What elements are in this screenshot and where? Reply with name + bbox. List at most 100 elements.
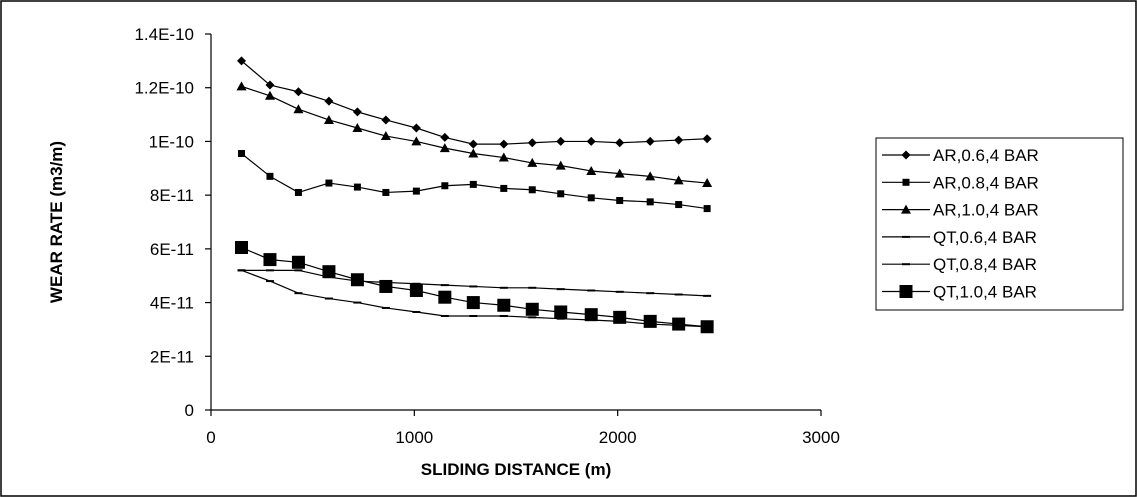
diamond-marker bbox=[556, 136, 566, 146]
triangle-marker bbox=[498, 152, 509, 162]
legend-item: AR,0.6,4 BAR bbox=[882, 146, 1039, 165]
diamond-marker bbox=[411, 123, 421, 133]
big-square-marker bbox=[438, 290, 452, 304]
square-marker bbox=[412, 187, 420, 195]
y-tick-label: 1E-10 bbox=[149, 132, 194, 151]
series-6 bbox=[235, 241, 714, 334]
legend-label: AR,0.6,4 BAR bbox=[933, 146, 1039, 165]
triangle-marker bbox=[614, 168, 625, 178]
big-square-marker bbox=[700, 320, 714, 334]
big-square-marker bbox=[291, 255, 305, 269]
triangle-marker bbox=[702, 178, 713, 188]
big-square-marker bbox=[235, 241, 248, 255]
square-marker bbox=[557, 190, 565, 198]
legend-label: QT,1.0,4 BAR bbox=[933, 283, 1037, 302]
triangle-marker bbox=[901, 204, 911, 214]
diamond-marker bbox=[468, 139, 478, 149]
legend-item: AR,0.8,4 BAR bbox=[882, 173, 1039, 192]
x-tick-label: 1000 bbox=[395, 428, 433, 447]
x-tick-label: 3000 bbox=[802, 428, 840, 447]
triangle-marker bbox=[264, 90, 275, 100]
legend-label: AR,0.8,4 BAR bbox=[933, 173, 1039, 192]
big-square-marker bbox=[554, 305, 568, 319]
triangle-marker bbox=[293, 104, 304, 114]
x-tick-label: 0 bbox=[206, 428, 215, 447]
diamond-marker bbox=[237, 56, 246, 66]
series-2 bbox=[238, 150, 711, 213]
diamond-marker bbox=[324, 96, 334, 106]
triangle-marker bbox=[380, 131, 391, 141]
square-marker bbox=[675, 201, 683, 209]
triangle-marker bbox=[411, 136, 422, 146]
x-ticks: 0 1000 2000 3000 bbox=[206, 410, 840, 447]
square-marker bbox=[500, 184, 508, 192]
y-tick-label: 6E-11 bbox=[150, 240, 194, 259]
legend-item: AR,1.0,4 BAR bbox=[882, 201, 1039, 220]
big-square-marker bbox=[409, 283, 423, 297]
legend-label: QT,0.8,4 BAR bbox=[933, 255, 1037, 274]
diamond-marker bbox=[381, 115, 391, 125]
big-square-marker bbox=[899, 285, 913, 298]
axes bbox=[210, 34, 821, 411]
big-square-marker bbox=[584, 308, 598, 322]
big-square-marker bbox=[379, 279, 393, 293]
square-marker bbox=[294, 188, 302, 196]
diamond-marker bbox=[440, 132, 450, 142]
big-square-marker bbox=[263, 253, 277, 267]
square-marker bbox=[353, 183, 361, 191]
square-marker bbox=[441, 182, 449, 190]
triangle-marker bbox=[527, 157, 538, 167]
triangle-marker bbox=[673, 175, 684, 185]
legend-item: QT,0.6,4 BAR bbox=[882, 228, 1037, 247]
legend: AR,0.6,4 BAR AR,0.8,4 BAR AR,1.0,4 BAR QT,0… bbox=[875, 137, 1124, 311]
square-marker bbox=[469, 180, 477, 188]
y-tick-label: 8E-11 bbox=[150, 186, 194, 205]
triangle-marker bbox=[323, 114, 334, 124]
big-square-marker bbox=[466, 296, 480, 310]
square-marker bbox=[616, 197, 624, 205]
square-marker bbox=[902, 178, 910, 186]
diamond-marker bbox=[615, 138, 625, 148]
square-marker bbox=[646, 198, 654, 206]
big-square-marker bbox=[613, 310, 627, 324]
triangle-marker bbox=[439, 143, 450, 153]
diamond-marker bbox=[527, 138, 537, 148]
diamond-marker bbox=[293, 87, 303, 97]
triangle-marker bbox=[586, 165, 597, 175]
diamond-marker bbox=[702, 134, 712, 144]
diamond-marker bbox=[645, 136, 655, 146]
big-square-marker bbox=[350, 273, 364, 287]
triangle-marker bbox=[236, 81, 247, 91]
big-square-marker bbox=[525, 302, 539, 316]
triangle-marker bbox=[645, 171, 656, 181]
legend-item: QT,1.0,4 BAR bbox=[882, 283, 1037, 302]
triangle-marker bbox=[352, 123, 363, 132]
y-axis-title: WEAR RATE (m3/m) bbox=[47, 141, 66, 303]
square-marker bbox=[587, 194, 595, 202]
square-marker bbox=[325, 179, 333, 187]
square-marker bbox=[266, 172, 274, 180]
series-1 bbox=[237, 56, 712, 149]
diamond-marker bbox=[901, 150, 911, 160]
diamond-marker bbox=[499, 139, 509, 149]
big-square-marker bbox=[643, 314, 657, 328]
diamond-marker bbox=[352, 107, 362, 117]
big-square-marker bbox=[322, 265, 336, 279]
diamond-marker bbox=[674, 135, 684, 145]
legend-item: QT,0.8,4 BAR bbox=[882, 255, 1037, 274]
y-tick-label: 1.4E-10 bbox=[134, 25, 194, 44]
big-square-marker bbox=[497, 298, 511, 312]
legend-label: QT,0.6,4 BAR bbox=[933, 228, 1037, 247]
legend-label: AR,1.0,4 BAR bbox=[933, 201, 1039, 220]
series-3 bbox=[236, 81, 713, 188]
y-tick-label: 0 bbox=[185, 401, 194, 420]
x-tick-label: 2000 bbox=[599, 428, 637, 447]
diamond-marker bbox=[265, 80, 275, 90]
y-tick-label: 2E-11 bbox=[150, 347, 194, 366]
y-tick-label: 4E-11 bbox=[150, 294, 194, 313]
triangle-marker bbox=[468, 148, 479, 158]
y-tick-label: 1.2E-10 bbox=[134, 79, 194, 98]
big-square-marker bbox=[672, 317, 686, 331]
square-marker bbox=[528, 186, 536, 194]
